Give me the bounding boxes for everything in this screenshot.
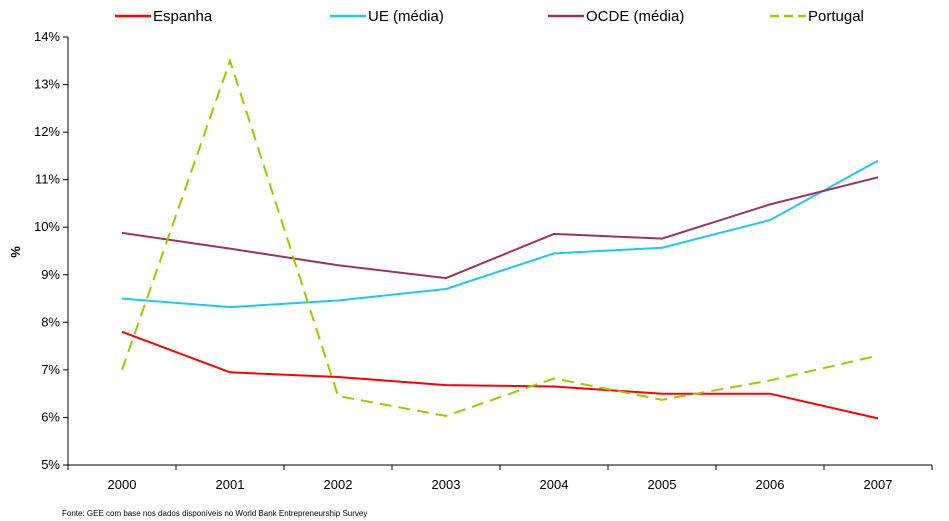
legend: Espanha UE (média) OCDE (média) Portugal (115, 8, 864, 25)
y-tick-label: 8% (41, 314, 60, 329)
legend-label-portugal: Portugal (808, 8, 864, 25)
x-axis-ticks: 2000 2001 2002 2003 2004 2005 2006 2007 (67, 465, 933, 492)
x-tick-label: 2003 (432, 477, 461, 492)
y-tick-label: 11% (35, 172, 60, 187)
series-line-ocde-m-dia (121, 176, 879, 280)
x-tick-label: 2001 (216, 477, 245, 492)
source-note: Fonte: GEE com base nos dados disponívei… (62, 509, 367, 518)
y-axis-ticks: 5% 6% 7% 8% 9% 10% 11% 12% 13% 14% (34, 29, 68, 472)
legend-label-ocde-m-dia: OCDE (média) (586, 8, 684, 25)
legend-label-espanha: Espanha (153, 8, 213, 25)
y-tick-label: 5% (41, 457, 60, 472)
y-tick-label: 13% (34, 77, 60, 92)
y-tick-label: 14% (34, 29, 60, 44)
x-tick-label: 2007 (864, 477, 893, 492)
x-tick-label: 2006 (756, 477, 785, 492)
y-tick-label: 9% (41, 267, 60, 282)
y-tick-label: 6% (41, 409, 60, 424)
x-tick-label: 2002 (324, 477, 353, 492)
y-tick-label: 10% (34, 219, 60, 234)
x-tick-label: 2000 (108, 477, 137, 492)
legend-label-ue-m-dia: UE (média) (368, 8, 444, 25)
series-line-espanha (121, 330, 879, 420)
axes (67, 37, 932, 466)
y-tick-label: 7% (41, 362, 60, 377)
x-tick-label: 2004 (540, 477, 569, 492)
y-tick-label: 12% (34, 124, 60, 139)
x-tick-label: 2005 (648, 477, 677, 492)
series-line-portugal (121, 57, 879, 418)
series-line-ue-m-dia (121, 159, 879, 309)
y-axis-label: % (8, 246, 23, 258)
series-lines (121, 57, 879, 420)
